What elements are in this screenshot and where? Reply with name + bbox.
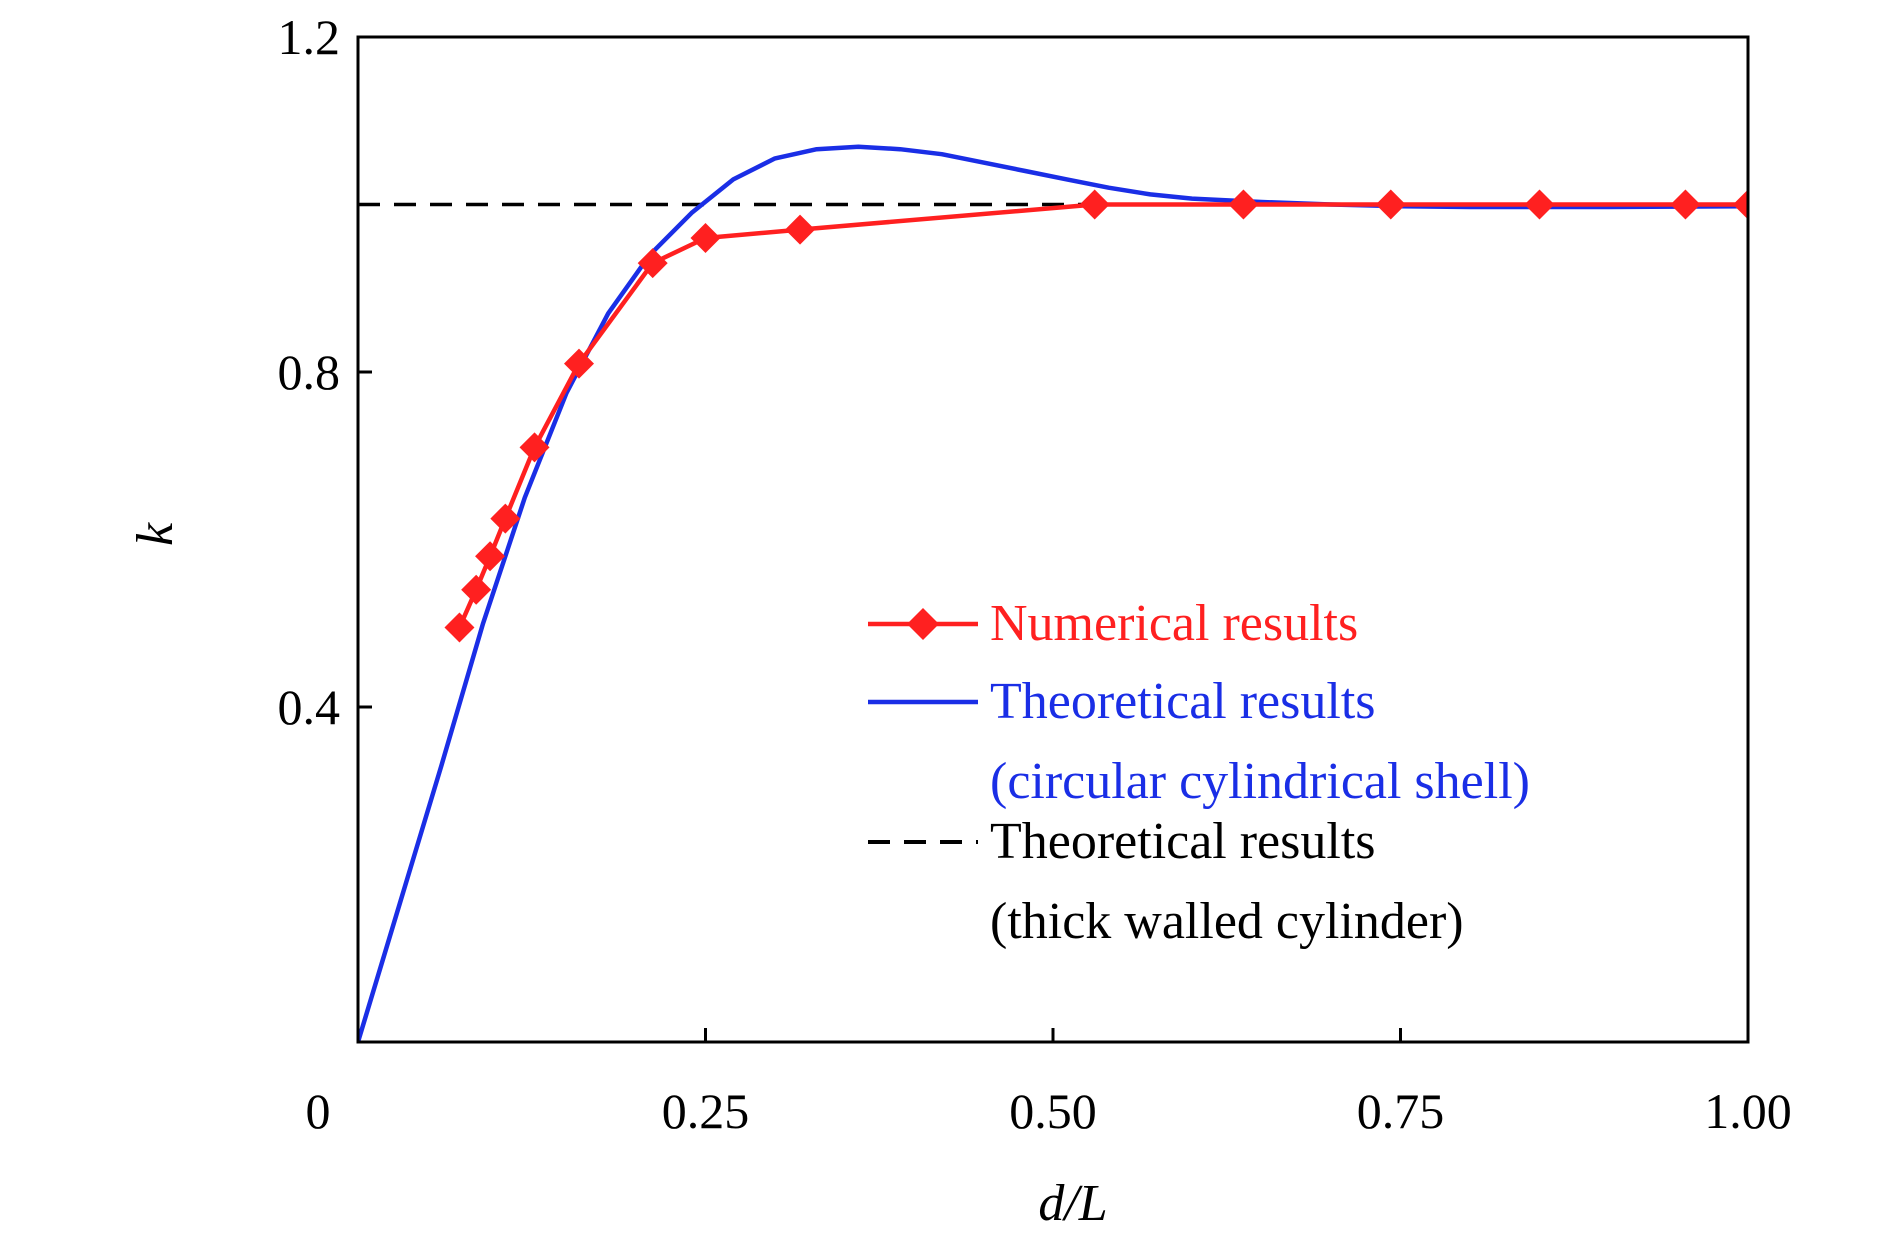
x-tick-label: 0.50 (1009, 1083, 1097, 1139)
series-layer (358, 144, 1748, 1042)
data-point (475, 541, 506, 572)
y-tick-label: 0.8 (278, 344, 341, 400)
data-point (1524, 189, 1555, 220)
data-point (490, 503, 521, 534)
x-tick-label: 1.00 (1704, 1083, 1792, 1139)
x-tick-label: 0.25 (662, 1083, 750, 1139)
data-point (519, 432, 550, 463)
legend-label: (thick walled cylinder) (990, 893, 1464, 950)
data-point (444, 612, 475, 643)
legend-label: Numerical results (990, 595, 1358, 652)
y-tick-label: 1.2 (278, 9, 341, 65)
data-point (1228, 189, 1259, 220)
x-axis-title: d/L (1038, 1175, 1107, 1232)
data-point (690, 223, 721, 253)
legend-marker (907, 608, 939, 640)
legend-label: Theoretical results (990, 673, 1376, 730)
plot-frame (356, 35, 1750, 1044)
ticks-layer: 0 0.25 0.50 0.75 1.00 0.4 0.8 1.2 (278, 9, 1792, 1139)
data-point (637, 248, 668, 279)
data-point (564, 348, 595, 379)
legend-label: (circular cylindrical shell) (990, 753, 1530, 810)
data-point (461, 574, 492, 605)
x-tick-label: 0 (306, 1083, 331, 1139)
x-tick-label: 0.75 (1357, 1083, 1445, 1139)
data-point (1733, 189, 1748, 220)
y-axis-title: k (127, 522, 184, 546)
data-point (785, 214, 816, 245)
legend-label: Theoretical results (990, 813, 1376, 870)
data-point (1670, 189, 1701, 220)
data-point (1079, 189, 1110, 220)
data-point (1375, 189, 1406, 220)
y-tick-label: 0.4 (278, 679, 341, 735)
